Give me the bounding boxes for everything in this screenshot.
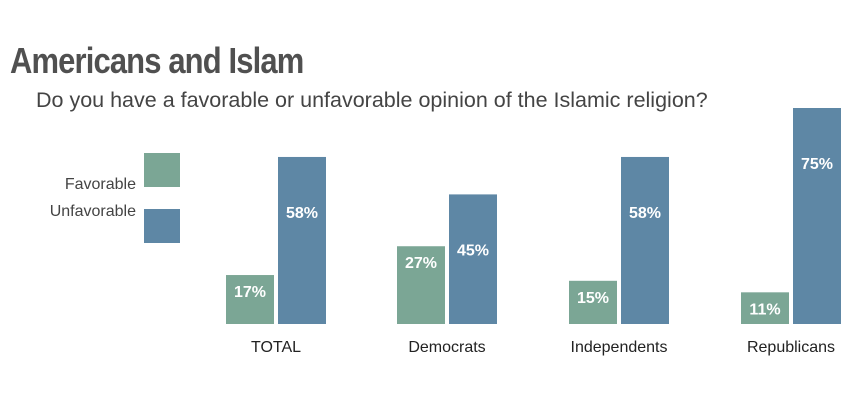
- legend-label-favorable: Favorable: [65, 176, 136, 193]
- legend-label-unfavorable: Unfavorable: [50, 203, 136, 220]
- data-label-unfavorable-independents: 58%: [629, 205, 661, 222]
- bar-unfavorable-republicans: [793, 108, 841, 324]
- data-label-favorable-total: 17%: [234, 284, 266, 301]
- data-label-unfavorable-total: 58%: [286, 205, 318, 222]
- bar-unfavorable-democrats: [449, 194, 497, 324]
- category-label-republicans: Republicans: [747, 339, 835, 356]
- bar-favorable-total: [226, 275, 274, 324]
- data-label-unfavorable-republicans: 75%: [801, 156, 833, 173]
- bar-unfavorable-independents: [621, 156, 669, 324]
- category-labels: TOTAL Democrats Independents Republicans: [251, 339, 835, 356]
- data-label-favorable-democrats: 27%: [405, 255, 437, 272]
- bar-favorable-independents: [569, 280, 617, 324]
- data-label-unfavorable-democrats: 45%: [457, 242, 489, 259]
- category-label-total: TOTAL: [251, 339, 301, 356]
- bars: 17% 58% 27% 45% 15% 58% 11% 75%: [226, 108, 841, 324]
- bar-favorable-democrats: [397, 246, 445, 324]
- chart-subtitle: Do you have a favorable or unfavorable o…: [36, 88, 708, 112]
- legend: Favorable Unfavorable: [50, 153, 180, 243]
- category-label-independents: Independents: [571, 339, 668, 356]
- legend-swatch-favorable: [144, 153, 180, 187]
- bar-favorable-republicans: [741, 292, 789, 324]
- bar-unfavorable-total: [278, 156, 326, 324]
- chart-title: Americans and Islam: [10, 40, 304, 81]
- data-label-favorable-independents: 15%: [577, 290, 609, 307]
- legend-swatch-unfavorable: [144, 209, 180, 243]
- category-label-democrats: Democrats: [408, 339, 485, 356]
- data-label-favorable-republicans: 11%: [749, 301, 780, 318]
